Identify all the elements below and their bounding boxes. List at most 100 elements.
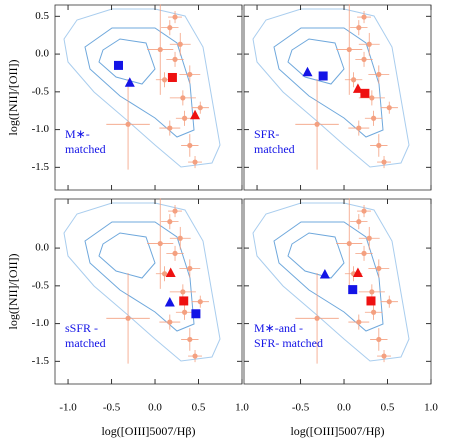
y-tick-label: -1.0: [32, 123, 50, 135]
point: [125, 315, 131, 321]
x-tick-label: -0.5: [103, 402, 121, 414]
point: [314, 315, 320, 321]
point: [177, 41, 183, 47]
point: [187, 265, 193, 272]
point: [172, 14, 178, 20]
x-tick-label: 0.0: [337, 402, 351, 414]
point: [352, 267, 363, 277]
point: [352, 83, 363, 93]
point: [348, 285, 358, 295]
point: [179, 296, 189, 306]
panel-frame: [243, 4, 432, 191]
point: [172, 56, 178, 62]
annotation: SFR- matched: [254, 336, 323, 350]
point: [366, 235, 372, 241]
point: [350, 77, 357, 83]
point: [192, 353, 198, 359]
point: [302, 66, 313, 77]
x-axis-title: log([OIII]5007/Hβ): [101, 424, 195, 438]
point: [125, 121, 131, 127]
point: [187, 336, 193, 343]
point: [172, 250, 178, 256]
point: [197, 105, 203, 111]
point: [361, 208, 367, 214]
point: [356, 219, 362, 225]
point: [181, 309, 188, 315]
point: [187, 142, 193, 149]
point: [318, 71, 328, 81]
x-axis-title: log([OIII]5007/Hβ): [290, 424, 384, 438]
point: [346, 46, 352, 53]
point: [366, 296, 376, 306]
point: [376, 142, 382, 149]
y-tick-label: -1.5: [32, 355, 50, 367]
point: [369, 289, 375, 295]
point: [319, 269, 330, 279]
point: [180, 95, 186, 101]
point: [386, 105, 392, 111]
point: [187, 71, 193, 78]
point: [167, 219, 173, 225]
point: [370, 309, 377, 315]
point: [161, 271, 168, 277]
point: [181, 115, 188, 121]
point: [157, 46, 163, 53]
x-tick-label: 1.0: [424, 402, 438, 414]
point: [165, 267, 176, 277]
point: [361, 250, 367, 256]
point: [167, 125, 173, 131]
annotation: matched: [65, 142, 106, 156]
point: [167, 319, 173, 325]
x-tick-label: -1.0: [59, 402, 77, 414]
x-tick-label: 0.5: [192, 402, 206, 414]
point: [360, 88, 370, 98]
point: [381, 159, 387, 165]
point: [180, 289, 186, 295]
point: [172, 208, 178, 214]
point: [361, 14, 367, 20]
annotation: M∗-and -: [254, 321, 303, 335]
annotation: matched: [254, 142, 295, 156]
point: [161, 77, 168, 83]
point: [190, 109, 201, 120]
point: [376, 71, 382, 78]
point: [167, 25, 173, 31]
panel-frame: [54, 198, 243, 385]
y-axis-title: log([NII]/[OII]): [6, 254, 20, 330]
point: [376, 265, 382, 272]
x-tick-label: 0.5: [381, 402, 395, 414]
y-axis-title: log([NII]/[OII]): [6, 60, 20, 136]
y-tick-label: -0.5: [32, 85, 50, 97]
x-tick-label: 1.0: [235, 402, 249, 414]
point: [197, 299, 203, 305]
panel-frame: [243, 198, 432, 385]
annotation: sSFR -: [65, 321, 98, 335]
point: [381, 353, 387, 359]
y-tick-label: -1.0: [32, 317, 50, 329]
point: [356, 25, 362, 31]
point: [167, 72, 177, 82]
point: [356, 125, 362, 131]
point: [314, 121, 320, 127]
x-tick-label: 0.0: [148, 402, 162, 414]
point: [177, 235, 183, 241]
point: [346, 240, 352, 247]
annotation: SFR-: [254, 127, 279, 141]
y-tick-label: 0.0: [35, 242, 49, 254]
point: [356, 319, 362, 325]
y-tick-label: -0.5: [32, 279, 50, 291]
x-tick-label: -0.5: [292, 402, 310, 414]
point: [386, 299, 392, 305]
annotation: M∗-: [65, 127, 90, 141]
point: [113, 60, 123, 70]
point: [366, 41, 372, 47]
y-tick-label: -1.5: [32, 161, 50, 173]
y-tick-label: 0.0: [35, 48, 49, 60]
point: [370, 115, 377, 121]
y-tick-label: 0.5: [35, 10, 49, 22]
point: [157, 240, 163, 247]
point: [191, 309, 201, 319]
point: [124, 77, 135, 87]
point: [369, 95, 375, 101]
